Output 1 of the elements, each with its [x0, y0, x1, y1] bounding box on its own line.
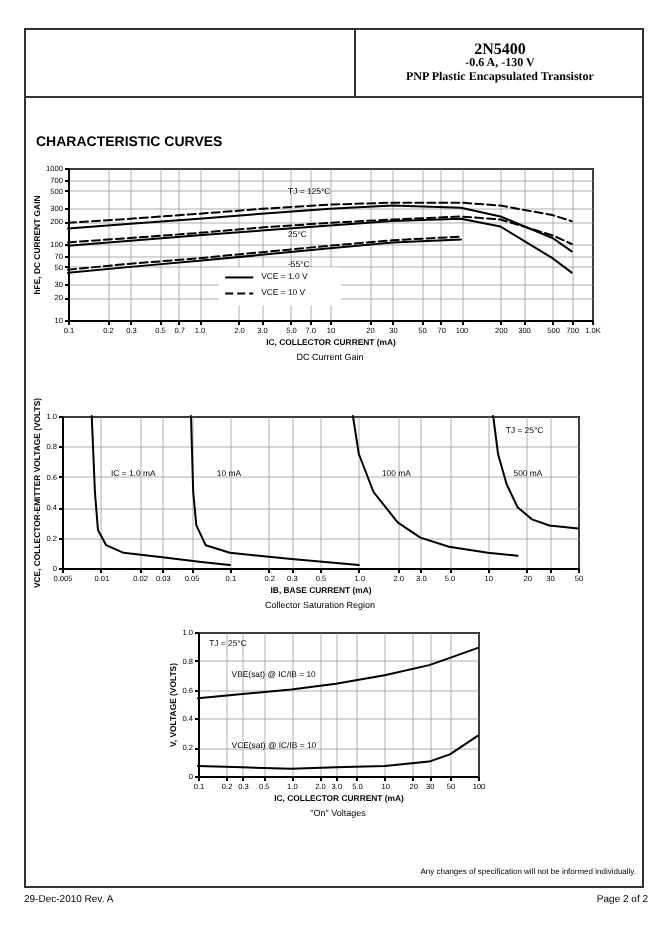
text: 2N5400: [472, 40, 528, 58]
